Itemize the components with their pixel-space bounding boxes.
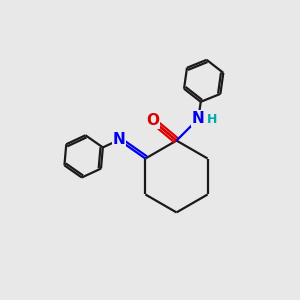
Text: O: O [146, 113, 159, 128]
Text: H: H [207, 113, 217, 126]
Text: N: N [112, 133, 125, 148]
Text: N: N [192, 111, 205, 126]
